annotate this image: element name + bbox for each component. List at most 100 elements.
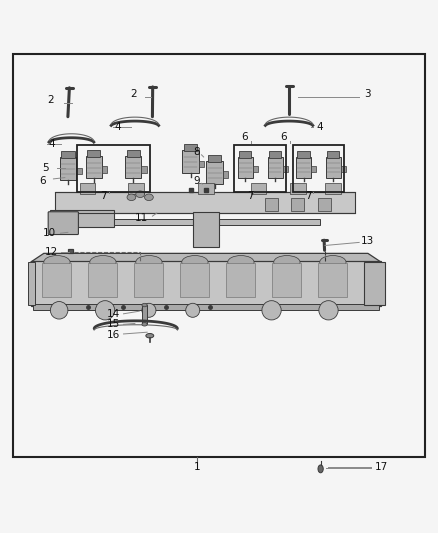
Text: 16: 16 xyxy=(106,330,120,340)
Ellipse shape xyxy=(136,191,145,198)
Bar xyxy=(265,198,278,211)
Bar xyxy=(182,150,199,173)
Text: 10: 10 xyxy=(42,228,56,238)
Bar xyxy=(318,198,331,211)
Circle shape xyxy=(50,302,68,319)
Bar xyxy=(31,261,381,306)
Bar xyxy=(208,155,221,161)
Text: 11: 11 xyxy=(134,213,148,223)
Bar xyxy=(50,211,114,227)
Bar xyxy=(364,262,385,305)
Bar xyxy=(206,161,223,183)
Bar xyxy=(239,151,251,158)
Ellipse shape xyxy=(142,303,147,307)
Text: 6: 6 xyxy=(39,176,46,186)
Bar xyxy=(60,157,76,180)
Text: 4: 4 xyxy=(48,139,55,149)
Bar xyxy=(238,157,253,177)
Bar xyxy=(77,145,150,192)
Bar xyxy=(325,183,341,194)
FancyBboxPatch shape xyxy=(48,212,78,235)
Bar xyxy=(341,166,346,172)
Bar xyxy=(68,249,73,253)
Bar xyxy=(272,263,301,297)
Text: 12: 12 xyxy=(45,247,58,256)
Text: 1: 1 xyxy=(194,462,201,472)
Circle shape xyxy=(186,303,200,317)
Bar xyxy=(61,151,74,158)
Text: 8: 8 xyxy=(193,147,200,157)
Ellipse shape xyxy=(320,255,346,269)
Bar xyxy=(76,168,81,174)
Bar xyxy=(293,145,344,192)
Bar xyxy=(134,263,163,297)
Ellipse shape xyxy=(127,194,136,200)
Bar xyxy=(102,166,107,173)
Bar xyxy=(128,183,144,194)
Ellipse shape xyxy=(274,255,300,269)
Bar xyxy=(199,161,204,167)
Bar xyxy=(291,198,304,211)
Circle shape xyxy=(142,303,156,317)
Ellipse shape xyxy=(44,255,70,269)
Bar xyxy=(141,166,147,173)
Text: 6: 6 xyxy=(241,132,248,142)
Bar xyxy=(223,171,229,177)
Polygon shape xyxy=(219,219,320,225)
Bar xyxy=(296,157,311,177)
Bar xyxy=(127,150,140,157)
Text: 6: 6 xyxy=(280,132,287,142)
Bar xyxy=(87,150,100,157)
Text: 7: 7 xyxy=(305,190,312,200)
Text: 9: 9 xyxy=(193,176,200,186)
Bar xyxy=(80,183,95,194)
Bar xyxy=(193,212,219,247)
Bar xyxy=(86,156,102,179)
Text: 3: 3 xyxy=(364,90,371,99)
Ellipse shape xyxy=(146,334,154,338)
Text: 2: 2 xyxy=(47,95,54,105)
Ellipse shape xyxy=(90,255,116,269)
Bar xyxy=(125,156,141,179)
Bar xyxy=(251,183,266,194)
Bar xyxy=(33,304,379,310)
Bar xyxy=(311,166,316,172)
Circle shape xyxy=(262,301,281,320)
Bar xyxy=(318,263,347,297)
Text: 13: 13 xyxy=(360,236,374,246)
Ellipse shape xyxy=(228,255,254,269)
Bar xyxy=(198,183,214,194)
Bar xyxy=(268,157,283,177)
Bar xyxy=(290,183,306,194)
Text: 7: 7 xyxy=(247,190,254,200)
Text: 4: 4 xyxy=(316,122,323,132)
Ellipse shape xyxy=(142,322,147,326)
Bar xyxy=(55,192,355,213)
Bar xyxy=(28,262,35,305)
Bar xyxy=(180,263,209,297)
Ellipse shape xyxy=(318,465,323,473)
Text: 15: 15 xyxy=(106,319,120,329)
Text: 14: 14 xyxy=(106,309,120,319)
Ellipse shape xyxy=(136,255,162,269)
Text: 5: 5 xyxy=(42,163,49,173)
Text: 17: 17 xyxy=(374,462,388,472)
Bar xyxy=(327,151,339,158)
Circle shape xyxy=(319,301,338,320)
Bar xyxy=(142,305,147,324)
Bar xyxy=(297,151,310,158)
Ellipse shape xyxy=(182,255,208,269)
Text: 2: 2 xyxy=(130,90,137,99)
Bar xyxy=(326,157,341,177)
Text: 4: 4 xyxy=(114,122,121,132)
Polygon shape xyxy=(31,253,381,262)
Bar xyxy=(226,263,255,297)
Bar xyxy=(42,263,71,297)
Circle shape xyxy=(95,301,115,320)
Bar xyxy=(283,166,288,172)
Bar xyxy=(234,145,286,192)
Ellipse shape xyxy=(145,194,153,200)
Bar xyxy=(253,166,258,172)
Bar xyxy=(269,151,281,158)
Bar xyxy=(88,263,117,297)
